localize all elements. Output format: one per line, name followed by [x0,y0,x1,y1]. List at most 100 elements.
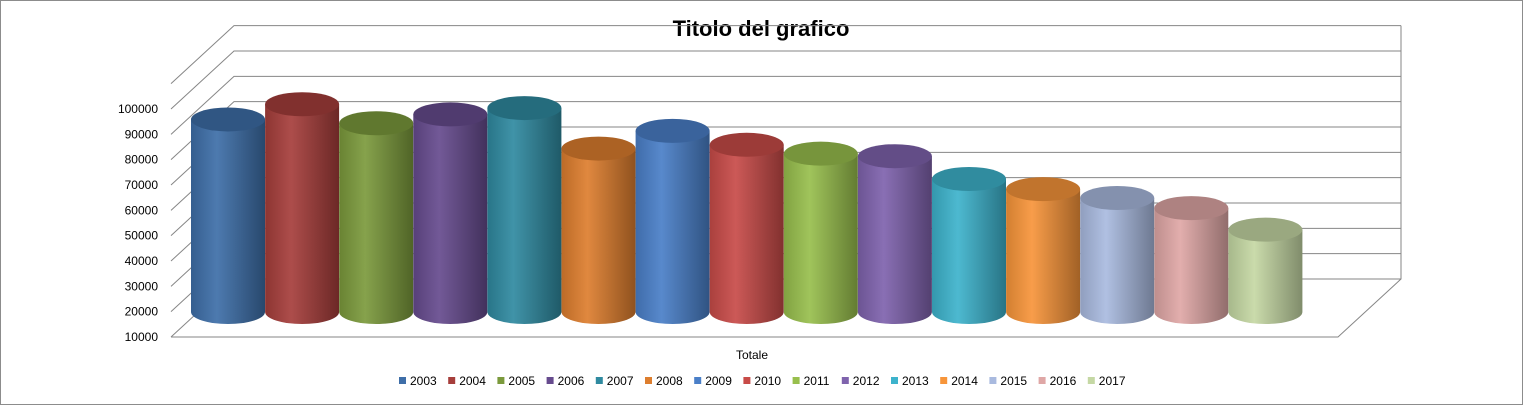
legend-swatch [595,377,603,384]
legend-item: 2012 [841,374,880,388]
bar-top [932,167,1006,191]
floor-edge [171,25,1402,338]
legend-label: 2017 [1099,374,1126,388]
legend-item: 2005 [497,374,535,388]
bar-body [709,144,784,324]
legend-label: 2005 [508,374,535,388]
legend-item: 2006 [546,374,585,388]
legend-item: 2013 [891,374,929,388]
y-tick-label: 40000 [125,254,159,268]
legend-item: 2010 [743,374,781,388]
gridline [170,75,1401,135]
bar-2013 [932,167,1006,324]
legend-label: 2007 [607,374,634,388]
bar-2010 [709,132,784,324]
bar-top [1228,217,1303,242]
legend: 2003 2004 2005 2006 2007 2008 2009 2010 2011 2012… [399,374,1126,388]
bar-top [191,107,265,132]
legend-item: 2007 [595,374,634,388]
y-tick-label: 20000 [125,305,159,319]
legend-swatch [989,377,997,384]
bar-body [339,123,414,325]
bar-body [857,156,932,324]
bar-body [1154,208,1229,324]
legend-item: 2016 [1038,374,1077,388]
bar-2016 [1154,196,1229,324]
bar-body [487,108,562,324]
y-tick-label: 90000 [125,127,159,141]
y-tick-label: 10000 [125,330,159,344]
legend-label: 2016 [1050,374,1077,388]
bar-top [413,102,488,127]
gridline [170,50,1401,110]
legend-swatch [694,377,702,384]
legend-item: 2017 [1087,374,1126,388]
bar-top [1006,177,1081,202]
legend-swatch [891,377,898,384]
legend-item: 2014 [940,374,978,388]
legend-swatch [940,377,948,384]
bar-top [561,136,636,161]
bar-top [709,132,784,157]
legend-swatch [546,377,554,384]
legend-label: 2006 [558,374,585,388]
category-label: Totale [736,348,768,362]
bar-body [635,130,710,324]
legend-label: 2015 [1000,374,1027,388]
legend-item: 2015 [989,374,1027,388]
legend-label: 2003 [410,374,437,388]
y-tick-label: 80000 [125,153,159,167]
bar-2007 [487,96,562,324]
bar-2004 [265,92,340,325]
bar-body [783,153,858,324]
chart-title: Titolo del grafico [673,16,850,41]
bar-body [413,114,488,325]
legend-swatch [1087,377,1095,384]
legend-swatch [1038,377,1046,384]
legend-label: 2009 [705,374,732,388]
bar-top [635,118,710,143]
bar-body [191,119,265,324]
bar-top [783,141,858,166]
bar-body [1228,229,1303,324]
legend-item: 2003 [399,374,437,388]
bar-body [1080,198,1155,324]
legend-item: 2004 [448,374,486,388]
bar-2015 [1080,186,1155,324]
legend-swatch [399,377,406,384]
legend-swatch [448,377,456,384]
bar-body [932,179,1006,324]
legend-label: 2010 [754,374,781,388]
legend-swatch [645,377,652,384]
legend-label: 2011 [804,374,830,388]
bar-top [265,92,340,117]
legend-label: 2012 [853,374,880,388]
bar-body [1006,189,1081,324]
y-tick-label: 50000 [125,229,159,243]
legend-item: 2009 [694,374,732,388]
y-tick-label: 60000 [125,203,159,217]
bars [191,92,1303,325]
bar-top [1154,196,1229,221]
gridline [170,25,1401,85]
legend-label: 2008 [656,374,683,388]
legend-label: 2004 [459,374,486,388]
legend-item: 2011 [792,374,830,388]
bar-2008 [561,136,636,324]
bar-2006 [413,102,488,325]
bar-2017 [1228,217,1303,324]
legend-item: 2008 [645,374,683,388]
legend-swatch [497,377,505,384]
bar-top [1080,186,1155,210]
y-axis-ticks: 10000 20000 30000 40000 50000 60000 70000 80000… [118,102,158,344]
bar-top [857,144,932,169]
bar-2014 [1006,177,1081,324]
bar-top [487,96,562,121]
legend-swatch [841,377,849,384]
bar-body [561,148,636,324]
y-tick-label: 70000 [125,178,159,192]
bar-top [339,111,414,136]
bar-2003 [191,107,265,324]
